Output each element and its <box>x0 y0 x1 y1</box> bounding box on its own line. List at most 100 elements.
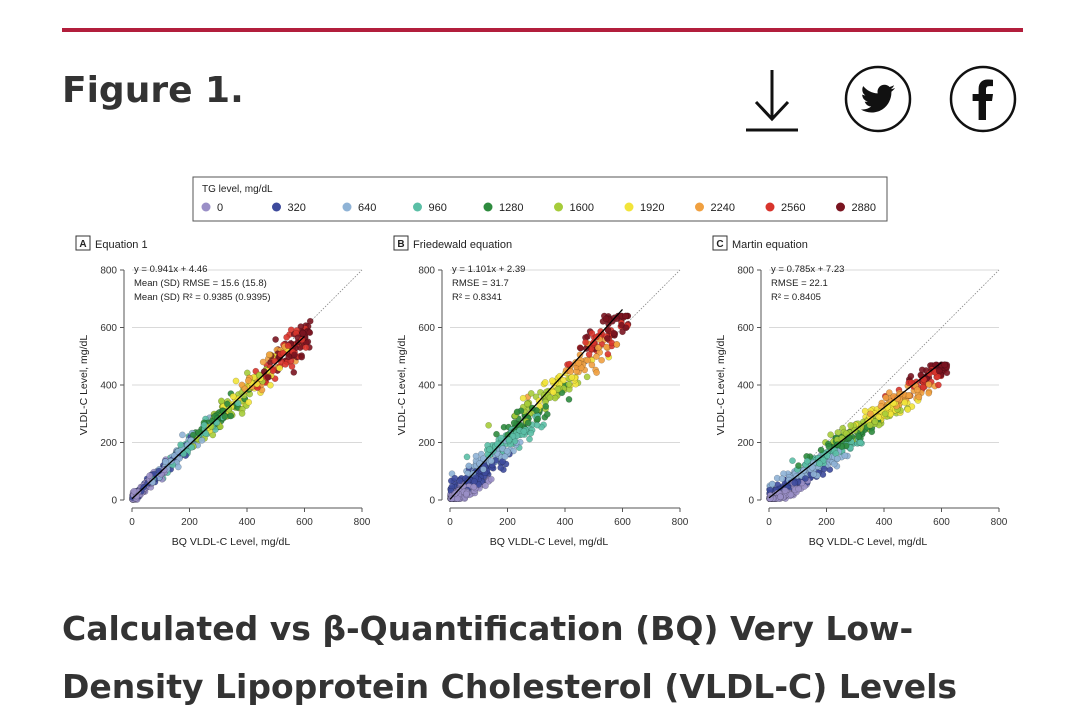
legend-swatch <box>554 202 563 212</box>
legend-item: 0 <box>201 202 223 214</box>
scatter-point <box>576 351 584 359</box>
scatter-point <box>914 386 921 394</box>
y-tick-label: 200 <box>737 438 754 449</box>
scatter-point <box>791 479 798 487</box>
legend-label: 2560 <box>781 202 805 214</box>
y-axis-label: VLDL-C Level, mg/dL <box>78 335 90 436</box>
header-accent-rule <box>62 28 1023 32</box>
scatter-points <box>447 312 632 502</box>
annotation-text: y = 0.785x + 7.23 <box>771 264 844 275</box>
regression-line <box>449 308 623 500</box>
panel-title: Friedewald equation <box>413 239 512 251</box>
scatter-point <box>202 430 210 437</box>
scatter-point <box>463 490 470 498</box>
x-tick-label: 600 <box>296 517 313 528</box>
scatter-point <box>787 491 795 499</box>
scatter-point <box>519 394 527 402</box>
scatter-point <box>486 446 493 453</box>
x-tick-label: 800 <box>354 517 371 528</box>
y-tick-label: 800 <box>737 266 754 277</box>
scatter-point <box>919 383 927 391</box>
scatter-point <box>534 415 542 423</box>
panel-letter-box <box>393 235 409 251</box>
scatter-point <box>847 422 855 429</box>
scatter-point <box>298 336 306 344</box>
y-tick-label: 200 <box>418 438 435 449</box>
twitter-share-button[interactable] <box>843 64 913 134</box>
scatter-point <box>232 377 240 385</box>
scatter-point <box>229 393 237 400</box>
scatter-point <box>221 413 229 420</box>
scatter-point <box>503 447 511 455</box>
scatter-panel-C: C Martin equation 0 200 400 600 800 0 200 400 600 8… <box>712 235 1008 548</box>
scatter-point <box>245 398 252 406</box>
y-tick-label: 400 <box>737 381 754 392</box>
scatter-point <box>789 457 796 465</box>
legend-item: 640 <box>342 202 376 214</box>
legend-swatch <box>765 202 775 212</box>
scatter-point <box>179 431 186 439</box>
scatter-point <box>830 460 838 468</box>
scatter-point <box>777 493 784 501</box>
scatter-point <box>470 483 478 491</box>
y-tick-label: 0 <box>748 496 754 507</box>
scatter-point <box>225 405 233 413</box>
scatter-point <box>901 399 909 406</box>
scatter-point <box>588 329 596 337</box>
legend-swatch <box>483 202 493 212</box>
x-tick-label: 400 <box>557 517 574 528</box>
scatter-point <box>130 487 138 495</box>
facebook-share-button[interactable] <box>948 64 1018 134</box>
scatter-point <box>536 402 544 410</box>
scatter-point <box>497 464 505 472</box>
download-icon[interactable] <box>744 66 800 134</box>
scatter-point <box>565 396 573 403</box>
y-axis-label: VLDL-C Level, mg/dL <box>715 335 727 436</box>
scatter-point <box>585 351 593 358</box>
legend-item: 2880 <box>836 202 876 214</box>
legend-label: 2880 <box>852 202 876 214</box>
annotation-text: Mean (SD) RMSE = 15.6 (15.8) <box>134 278 267 289</box>
x-axis-label: BQ VLDL-C Level, mg/dL <box>809 536 928 548</box>
scatter-point <box>575 359 583 367</box>
x-tick-label: 400 <box>239 517 256 528</box>
scatter-point <box>524 419 532 427</box>
scatter-point <box>866 421 874 429</box>
legend-swatch <box>624 202 634 212</box>
scatter-panel-B: B Friedewald equation 0 200 400 600 800 0 200 400… <box>393 235 689 548</box>
x-tick-label: 200 <box>818 517 835 528</box>
x-tick-label: 400 <box>876 517 893 528</box>
scatter-point <box>855 433 863 441</box>
panel-letter-box <box>75 235 91 251</box>
y-tick-label: 400 <box>100 381 117 392</box>
scatter-point <box>622 312 629 320</box>
scatter-point <box>935 381 942 389</box>
scatter-point <box>603 343 610 351</box>
scatter-point <box>527 429 535 437</box>
scatter-point <box>493 430 500 438</box>
legend-box: TG level, mg/dL 0 320 640 960 1280 1600 1920 22… <box>192 176 888 222</box>
scatter-point <box>177 441 184 449</box>
scatter-point <box>768 480 776 488</box>
annotation-text: y = 1.101x + 2.39 <box>452 264 525 275</box>
scatter-point <box>861 407 869 415</box>
legend-label: 1920 <box>640 202 664 214</box>
annotation-text: RMSE = 31.7 <box>452 278 509 289</box>
scatter-point <box>857 439 864 446</box>
scatter-points <box>766 361 951 502</box>
scatter-point <box>188 443 195 451</box>
scatter-point <box>234 399 242 407</box>
legend-swatch <box>413 202 422 212</box>
scatter-point <box>200 421 208 429</box>
scatter-point <box>565 380 573 388</box>
y-tick-label: 800 <box>100 266 117 277</box>
scatter-point <box>524 400 531 408</box>
scatter-point <box>941 361 949 369</box>
scatter-point <box>290 369 298 376</box>
legend-swatch <box>836 202 845 212</box>
legend-label: 0 <box>217 202 223 214</box>
scatter-point <box>593 353 600 360</box>
scatter-point <box>306 329 314 336</box>
scatter-point <box>299 329 307 337</box>
scatter-point <box>781 487 789 494</box>
